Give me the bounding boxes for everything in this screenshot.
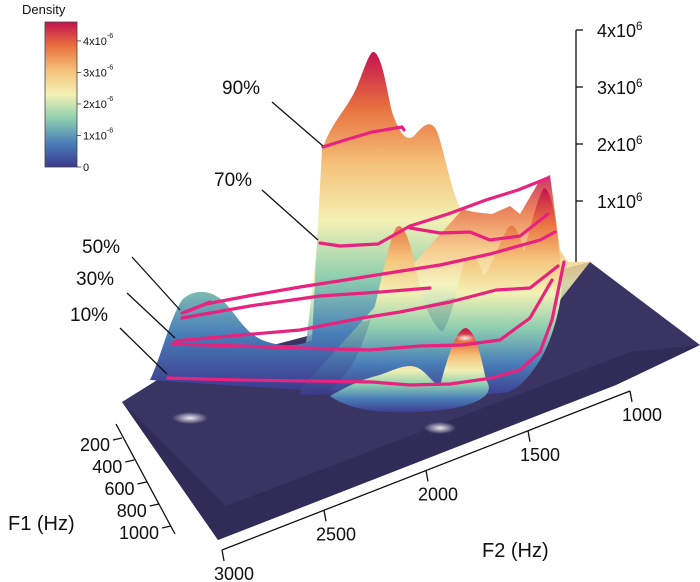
legend-title: Density bbox=[22, 2, 66, 17]
legend-tick-label: 1x10-6 bbox=[83, 126, 113, 142]
f1-tick-mark bbox=[125, 459, 135, 463]
density-surface bbox=[150, 51, 590, 434]
z-tick-label: 4x106 bbox=[597, 20, 643, 41]
z-tick-label-exp: 6 bbox=[636, 191, 643, 204]
surface-glow-2 bbox=[424, 422, 456, 434]
f1-axis-title: F1 (Hz) bbox=[8, 513, 75, 535]
legend-colorbar bbox=[44, 21, 78, 168]
legend-tick-label: 0 bbox=[83, 162, 89, 174]
contour-line-50 bbox=[180, 230, 557, 315]
surface-right-peaks bbox=[330, 188, 562, 398]
f2-tick-label: 1500 bbox=[520, 445, 560, 465]
leader-70 bbox=[261, 189, 319, 241]
leader-10 bbox=[119, 327, 168, 375]
leader-30 bbox=[126, 292, 176, 339]
f2-tick-mark bbox=[323, 510, 327, 522]
legend-tick-label-base: 2x10 bbox=[83, 99, 107, 111]
contour-label-50: 50% bbox=[82, 237, 120, 258]
f2-tick-label: 3000 bbox=[214, 564, 254, 582]
legend-tick-label: 4x10-6 bbox=[83, 32, 113, 48]
contour-label-10: 10% bbox=[70, 305, 108, 326]
f1-tick-mark bbox=[112, 437, 123, 441]
legend-tick-label-base: 3x10 bbox=[83, 67, 107, 79]
f1-tick-label: 200 bbox=[80, 435, 110, 455]
contour-lines bbox=[166, 125, 566, 387]
z-tick-label-exp: 6 bbox=[636, 134, 643, 147]
f1-tick-mark bbox=[161, 525, 172, 529]
f2-tick-label: 2000 bbox=[418, 485, 458, 505]
contour-label-70: 70% bbox=[214, 170, 252, 191]
legend-tick-label-exp: -6 bbox=[107, 32, 113, 40]
f1-axis-line bbox=[115, 423, 176, 535]
f2-axis-title: F2 (Hz) bbox=[482, 540, 549, 562]
leader-90 bbox=[271, 101, 324, 147]
surface-glow-3 bbox=[455, 334, 475, 342]
f2-tick-mark bbox=[629, 390, 633, 403]
z-tick-label: 1x106 bbox=[597, 191, 643, 212]
z-tick-label-base: 3x10 bbox=[597, 78, 636, 98]
legend-tick-label-exp: -6 bbox=[107, 95, 113, 103]
contour-line-70 bbox=[318, 176, 550, 248]
contour-label-90: 90% bbox=[222, 78, 260, 99]
f1-tick-label: 600 bbox=[104, 479, 134, 499]
z-tick-label-base: 2x10 bbox=[597, 135, 636, 155]
surface-front-bump bbox=[330, 328, 489, 413]
z-tick-label: 2x106 bbox=[597, 134, 643, 155]
z-tick-label-base: 4x10 bbox=[597, 21, 636, 41]
contour-line-10 bbox=[166, 260, 566, 387]
contour-line-90 bbox=[321, 125, 406, 149]
legend-tick-label: 2x10-6 bbox=[83, 95, 113, 111]
f2-tick-mark bbox=[221, 549, 225, 562]
f2-tick-label: 2500 bbox=[316, 524, 356, 544]
surface-main-peak bbox=[150, 51, 462, 391]
f2-axis: 1000 1500 2000 2500 3000 F2 (Hz) bbox=[214, 390, 662, 582]
z-tick-label-exp: 6 bbox=[636, 20, 643, 33]
legend-tick-label-exp: -6 bbox=[107, 63, 113, 71]
f1-tick-mark bbox=[149, 503, 159, 507]
contour-labels: 90% 70% 50% 30% 10% bbox=[70, 78, 324, 375]
f1-tick-label: 800 bbox=[117, 501, 147, 521]
legend-tick-label-base: 1x10 bbox=[83, 130, 107, 142]
legend-tick-label-exp: -6 bbox=[107, 126, 113, 134]
z-tick-label-exp: 6 bbox=[636, 77, 643, 90]
contour-line-10-back bbox=[170, 278, 554, 352]
z-tick-label-base: 1x10 bbox=[597, 192, 636, 212]
floor-shade bbox=[122, 345, 700, 540]
contour-line-30 bbox=[174, 264, 560, 343]
z-tick-label: 3x106 bbox=[597, 77, 643, 98]
f2-tick-label: 1000 bbox=[622, 405, 662, 425]
f1-tick-label: 400 bbox=[92, 457, 122, 477]
leader-50 bbox=[131, 256, 181, 311]
surface-glow-1 bbox=[172, 412, 208, 424]
contour-label-30: 30% bbox=[76, 269, 114, 290]
f1-tick-mark bbox=[137, 481, 147, 485]
f1-tick-label: 1000 bbox=[119, 523, 159, 543]
legend-tick-label: 3x10-6 bbox=[83, 63, 113, 79]
f2-tick-mark bbox=[425, 470, 429, 482]
legend-tick-label-base: 4x10 bbox=[83, 36, 107, 48]
f2-tick-mark bbox=[527, 430, 531, 442]
